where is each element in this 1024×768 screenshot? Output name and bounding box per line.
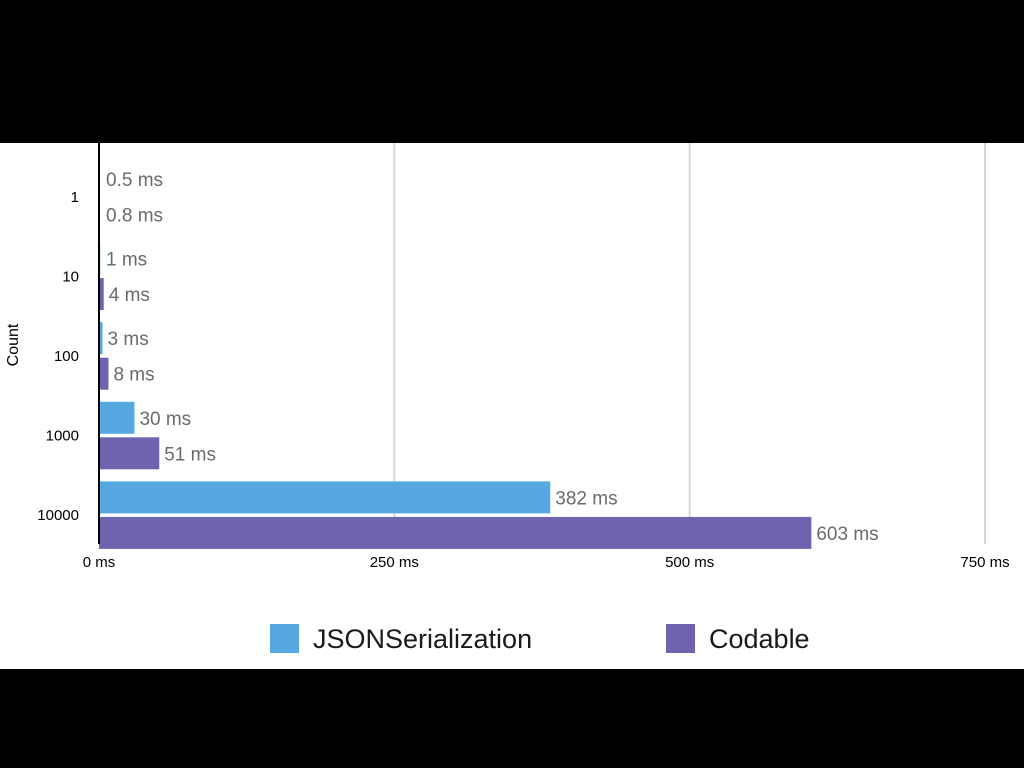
legend-label: JSONSerialization xyxy=(313,624,533,654)
legend-swatch xyxy=(270,624,299,653)
bar-codable-1000 xyxy=(99,437,160,470)
y-tick-label: 100 xyxy=(54,348,79,365)
bar-jsonserialization-1000 xyxy=(99,401,135,434)
data-label: 30 ms xyxy=(139,409,191,430)
y-axis-title: Count xyxy=(5,323,22,366)
bar-codable-10 xyxy=(99,278,104,311)
data-label: 3 ms xyxy=(108,329,149,350)
chart-slide: 0.5 ms 0.8 ms 1 1 ms 4 ms 10 3 ms 8 ms 100 30 ms 5… xyxy=(0,143,1024,669)
legend-swatch xyxy=(666,624,695,653)
bar-jsonserialization-100 xyxy=(99,322,103,355)
legend-label: Codable xyxy=(709,624,810,654)
x-tick-label: 0 ms xyxy=(83,554,116,571)
y-tick-label: 1000 xyxy=(46,428,79,445)
data-label: 51 ms xyxy=(164,444,216,465)
bar-codable-10000 xyxy=(99,516,812,549)
y-tick-label: 10000 xyxy=(37,507,79,524)
data-label: 0.5 ms xyxy=(106,170,163,191)
data-label: 382 ms xyxy=(555,488,617,509)
x-tick-label: 750 ms xyxy=(960,554,1009,571)
x-tick-label: 250 ms xyxy=(370,554,419,571)
bar-codable-100 xyxy=(99,357,109,390)
y-tick-label: 10 xyxy=(62,268,79,285)
data-label: 603 ms xyxy=(816,524,878,545)
data-label: 4 ms xyxy=(109,285,150,306)
legend: JSONSerialization Codable xyxy=(0,621,1024,661)
x-tick-label: 500 ms xyxy=(665,554,714,571)
data-label: 0.8 ms xyxy=(106,206,163,227)
bar-chart: 0.5 ms 0.8 ms 1 1 ms 4 ms 10 3 ms 8 ms 100 30 ms 5… xyxy=(5,143,1010,571)
y-tick-label: 1 xyxy=(71,189,79,206)
data-label: 1 ms xyxy=(106,250,147,271)
data-label: 8 ms xyxy=(113,365,154,386)
bar-jsonserialization-10000 xyxy=(99,481,551,514)
